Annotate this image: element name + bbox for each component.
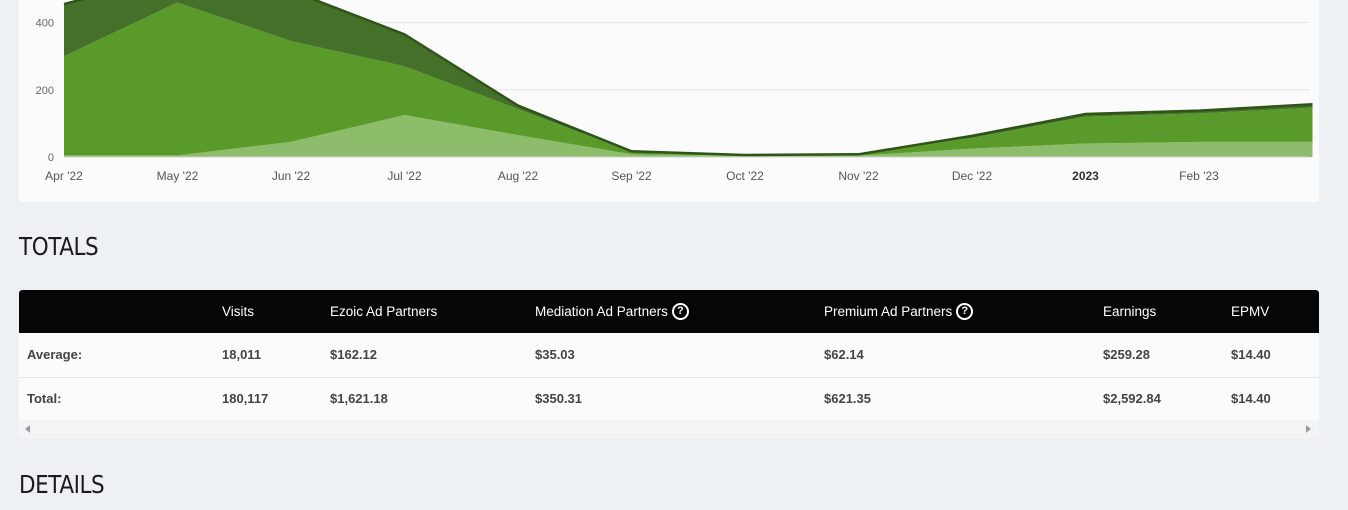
column-header-earnings[interactable]: Earnings: [1103, 304, 1157, 319]
horizontal-scrollbar[interactable]: [19, 420, 1319, 438]
cell-mediation: $35.03: [535, 347, 575, 362]
table-row-average: Average: 18,011 $162.12 $35.03 $62.14 $2…: [19, 333, 1319, 378]
details-section-title: DETAILS: [19, 470, 105, 499]
column-header-visits[interactable]: Visits: [222, 304, 255, 319]
x-tick-label: Oct '22: [726, 169, 764, 183]
x-tick-label: Sep '22: [611, 169, 652, 183]
cell-ezoic: $1,621.18: [330, 391, 388, 406]
area-series-2[interactable]: [64, 0, 1313, 155]
y-tick-label: 0: [48, 152, 54, 164]
totals-table: Visits Ezoic Ad Partners Mediation Ad Pa…: [19, 290, 1319, 420]
x-tick-label: May '22: [157, 169, 199, 183]
area-series-1[interactable]: [64, 2, 1313, 156]
earnings-area-chart: 0 200 400 Apr '22 May '22 Jun '22 Jul '22 Aug '…: [36, 0, 1313, 183]
column-header-epmv[interactable]: EPMV: [1231, 304, 1270, 319]
table-row-total: Total: 180,117 $1,621.18 $350.31 $621.35…: [19, 377, 1319, 420]
cell-earnings: $259.28: [1103, 347, 1150, 362]
cell-premium: $621.35: [824, 391, 871, 406]
x-tick-label: Nov '22: [838, 169, 879, 183]
x-tick-label: Jul '22: [387, 169, 422, 183]
totals-section-title: TOTALS: [19, 232, 99, 261]
column-header-mediation[interactable]: Mediation Ad Partners: [535, 290, 689, 333]
column-header-ezoic[interactable]: Ezoic Ad Partners: [330, 304, 438, 319]
x-tick-label: Aug '22: [498, 169, 539, 183]
stack-top-line: [63, 0, 1313, 157]
x-tick-label: Dec '22: [952, 169, 993, 183]
x-tick-label: Jun '22: [272, 169, 311, 183]
cell-visits: 18,011: [222, 347, 262, 362]
arrow-left-icon[interactable]: [25, 425, 30, 433]
arrow-right-icon[interactable]: [1306, 425, 1311, 433]
earnings-chart-card: 0 200 400 Apr '22 May '22 Jun '22 Jul '22 Aug '…: [19, 0, 1319, 202]
y-tick-label: 400: [36, 18, 54, 30]
question-circle-icon[interactable]: [671, 303, 689, 320]
cell-visits: 180,117: [222, 391, 269, 406]
cell-ezoic: $162.12: [330, 347, 377, 362]
cell-mediation: $350.31: [535, 391, 582, 406]
cell-epmv: $14.40: [1231, 347, 1271, 362]
cell-earnings: $2,592.84: [1103, 391, 1161, 406]
area-series-0[interactable]: [64, 115, 1313, 157]
column-header-premium[interactable]: Premium Ad Partners: [824, 290, 974, 333]
question-circle-icon[interactable]: [956, 303, 974, 320]
y-tick-label: 200: [36, 85, 54, 97]
cell-premium: $62.14: [824, 347, 864, 362]
x-tick-label: Feb '23: [1179, 169, 1219, 183]
table-header: Visits Ezoic Ad Partners Mediation Ad Pa…: [19, 290, 1319, 333]
row-label: Average:: [27, 347, 83, 362]
x-tick-label: Apr '22: [45, 169, 83, 183]
row-label: Total:: [27, 391, 62, 406]
cell-epmv: $14.40: [1231, 391, 1271, 406]
x-tick-label: 2023: [1072, 169, 1099, 183]
